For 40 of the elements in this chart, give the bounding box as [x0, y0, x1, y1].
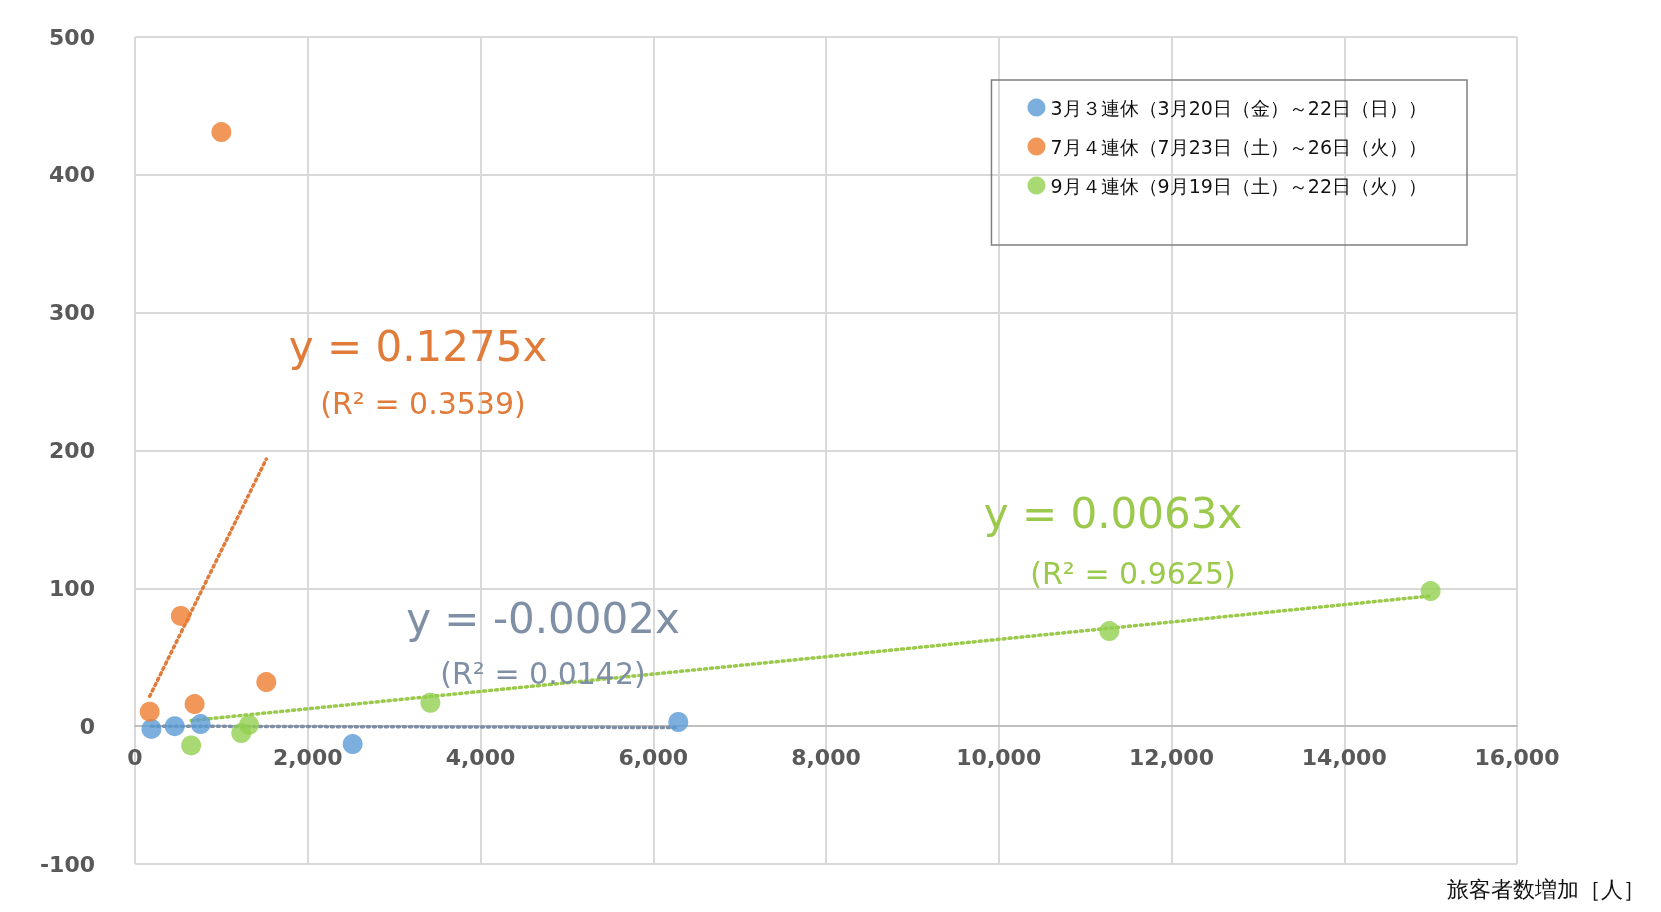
point — [170, 605, 191, 626]
annotation: (R² = 0.9625) — [1030, 555, 1236, 591]
annotation: y = 0.0063x — [983, 488, 1243, 538]
point — [668, 712, 689, 733]
point — [184, 694, 205, 715]
point — [1099, 621, 1120, 642]
x-tick-label: 12,000 — [1129, 744, 1214, 770]
y-tick-label: 100 — [49, 575, 95, 601]
point — [190, 714, 211, 735]
x-tick-label: 6,000 — [618, 744, 689, 770]
y-tick-label: -100 — [39, 851, 95, 877]
y-tick-label: 300 — [49, 300, 95, 326]
y-tick-label: 200 — [49, 438, 95, 463]
annotation: y = 0.1275x — [288, 321, 548, 371]
annotation: (R² = 0.3539) — [320, 385, 526, 421]
point — [141, 718, 162, 739]
x-tick-label: 0 — [127, 744, 143, 770]
annotation: y = -0.0002x — [406, 593, 680, 643]
x-tick-label: 14,000 — [1301, 744, 1387, 770]
legend-label: 9月４連休（9月19日（土）～22日（火）） — [1050, 174, 1427, 197]
x-tick-label: 8,000 — [791, 744, 861, 770]
legend-label: 7月４連休（7月23日（土）～26日（火）） — [1050, 135, 1427, 158]
point — [1420, 581, 1441, 602]
legend-label: 3月３連休（3月20日（金）～22日（日）） — [1050, 96, 1427, 119]
point — [239, 714, 260, 735]
point — [164, 716, 185, 737]
x-axis-title: 旅客者数増加［人］ — [1447, 876, 1645, 902]
point — [256, 672, 277, 693]
x-tick-label: 10,000 — [956, 744, 1042, 770]
point — [420, 692, 441, 713]
y-tick-label: 0 — [79, 713, 95, 739]
x-tick-label: 2,000 — [272, 744, 343, 770]
y-tick-label: 400 — [49, 162, 95, 188]
x-tick-label: 4,000 — [445, 744, 516, 770]
y-tick-label: 500 — [49, 24, 95, 50]
point — [211, 122, 232, 143]
point — [342, 734, 363, 755]
point — [139, 701, 160, 722]
point — [181, 735, 202, 756]
x-tick-label: 16,000 — [1474, 744, 1560, 770]
